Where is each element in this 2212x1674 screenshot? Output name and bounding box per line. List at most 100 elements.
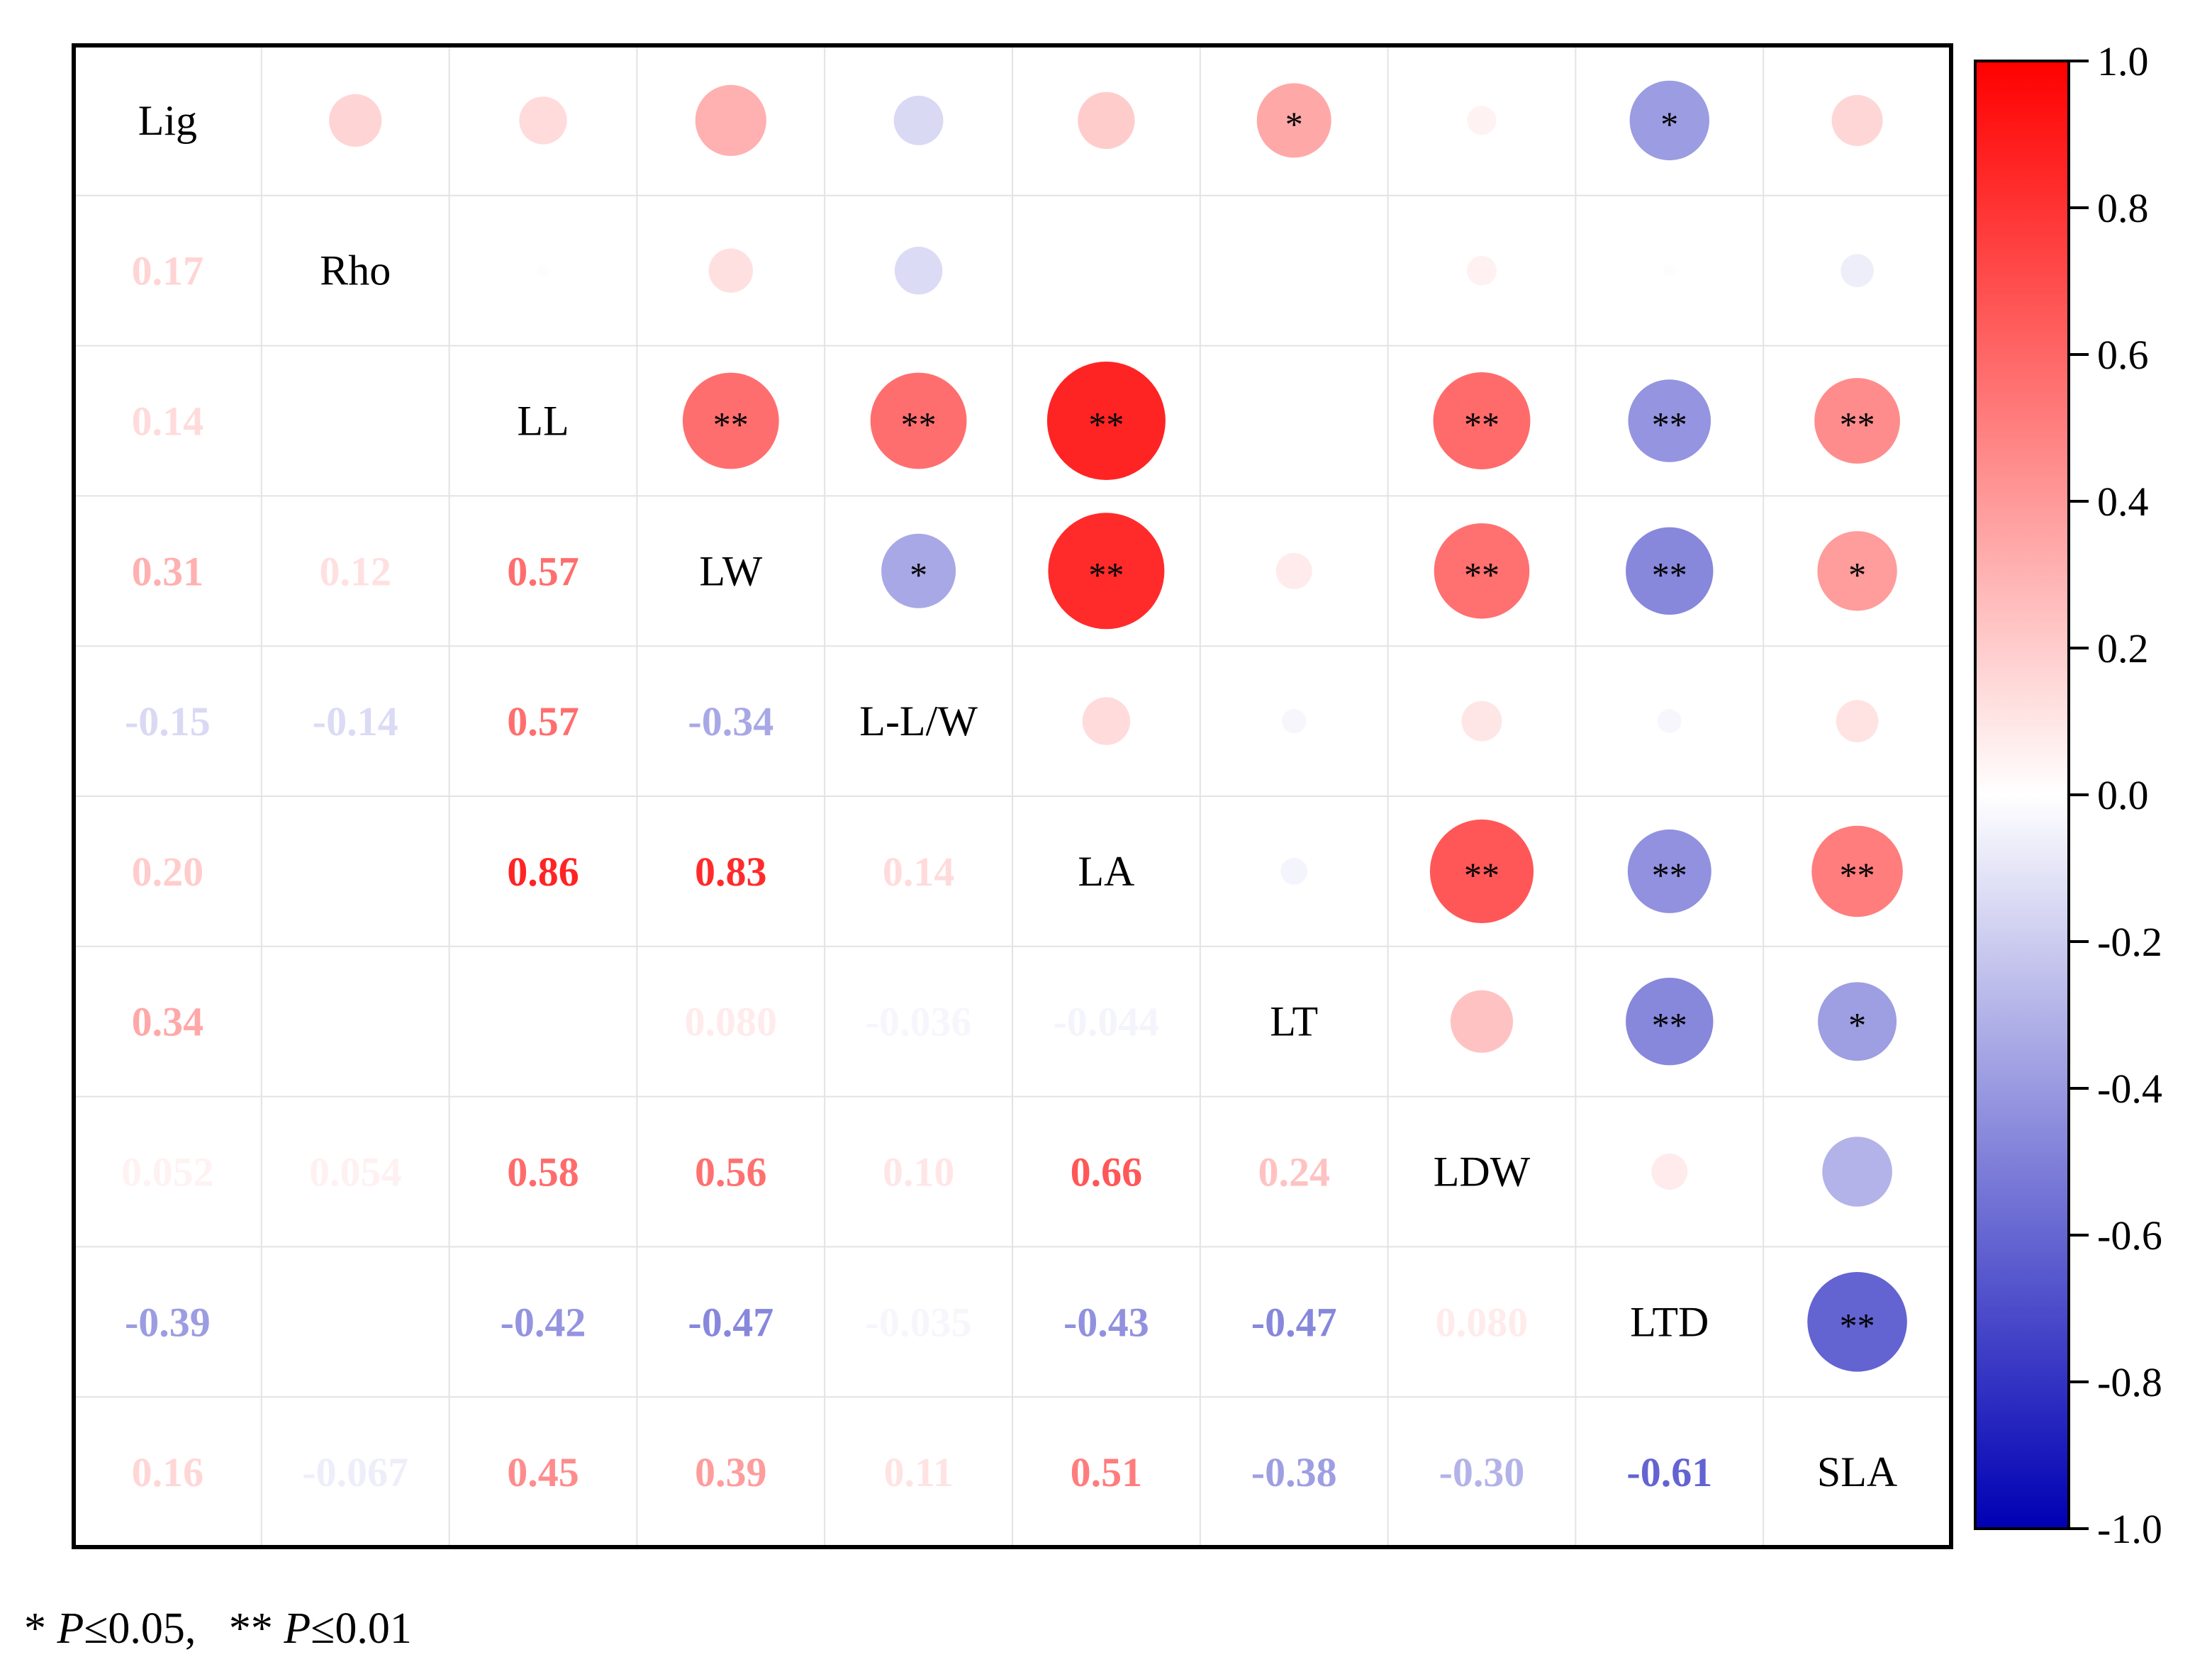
- colorbar: 1.0 0.8 0.6 0.4 0.2 0.0 -0.2 -0.4 -0.6 -0.8 -1.0: [1974, 38, 2162, 1552]
- significance-mark: **: [1840, 855, 1875, 895]
- correlation-circle: [1822, 1137, 1892, 1207]
- correlation-circle: [1429, 819, 1534, 923]
- significance-mark: **: [1464, 405, 1499, 445]
- correlation-circle: [1807, 1272, 1907, 1372]
- significance-mark: **: [1652, 855, 1687, 895]
- correlation-circle: [1626, 527, 1714, 615]
- significance-mark: **: [1652, 554, 1687, 594]
- correlation-value: -0.035: [866, 1299, 972, 1345]
- correlation-circle: [1046, 362, 1166, 480]
- correlation-value: 0.12: [319, 548, 391, 594]
- variable-label-lt: LT: [1270, 998, 1318, 1045]
- colorbar-tick-label: -0.8: [2097, 1359, 2162, 1405]
- colorbar-tick-label: 0.8: [2097, 185, 2149, 231]
- correlation-circle: [1626, 978, 1714, 1066]
- correlation-circle: [708, 248, 753, 293]
- variable-label-lig: Lig: [138, 97, 197, 144]
- correlation-value: -0.61: [1626, 1449, 1712, 1495]
- correlation-value: -0.42: [501, 1299, 586, 1345]
- correlation-value: 0.31: [132, 548, 204, 594]
- colorbar-tick-label: 0.4: [2097, 479, 2149, 525]
- colorbar-gradient: [1974, 60, 2070, 1530]
- correlation-circle: [1831, 94, 1883, 146]
- correlation-circle: [519, 96, 567, 145]
- correlation-value: -0.044: [1053, 999, 1159, 1045]
- correlation-value: 0.57: [507, 698, 579, 744]
- correlation-circle: [1082, 697, 1131, 745]
- correlation-circle: [1818, 982, 1897, 1061]
- correlation-circle: [1467, 106, 1497, 135]
- correlation-value: -0.14: [313, 698, 398, 744]
- correlation-value: -0.47: [688, 1299, 773, 1345]
- colorbar-tick-label: -0.2: [2097, 919, 2162, 965]
- correlation-circle: [695, 84, 766, 156]
- correlation-circle: [329, 94, 382, 147]
- correlation-value: 0.20: [132, 849, 204, 895]
- correlation-value: 0.14: [132, 398, 204, 445]
- variable-label-ltd: LTD: [1630, 1298, 1709, 1345]
- correlation-circle: [881, 533, 956, 608]
- correlation-value: -0.15: [125, 698, 211, 744]
- footnote-p-symbol-1: P: [57, 1605, 84, 1653]
- matrix-frame: [72, 43, 1953, 1549]
- correlation-circle: [1628, 379, 1711, 462]
- correlation-circle: [1282, 709, 1307, 734]
- variable-label-ll: LL: [517, 398, 569, 445]
- footnote-p-symbol-2: P: [284, 1605, 311, 1653]
- significance-footnote: * P≤0.05, ** P≤0.01: [24, 1604, 412, 1654]
- footnote-rel-2: ≤: [311, 1605, 335, 1653]
- correlation-circle: [1627, 829, 1711, 913]
- correlation-circle: [1629, 80, 1709, 161]
- colorbar-tick-label: 0.6: [2097, 332, 2149, 378]
- colorbar-tick-label: -1.0: [2097, 1506, 2162, 1552]
- correlation-circle: [1836, 700, 1879, 742]
- matrix-grid: [74, 45, 1951, 1547]
- variable-label-sla: SLA: [1817, 1449, 1897, 1495]
- significance-mark: *: [1848, 554, 1866, 594]
- correlation-value: -0.38: [1251, 1449, 1337, 1495]
- correlation-value: 0.58: [507, 1149, 579, 1195]
- colorbar-tick-label: 0.2: [2097, 625, 2149, 671]
- correlation-value: 0.45: [507, 1449, 579, 1495]
- significance-mark: *: [1848, 1005, 1866, 1045]
- correlation-value: -0.47: [1251, 1299, 1337, 1345]
- correlation-circle: [1450, 990, 1514, 1053]
- correlation-value: -0.39: [125, 1299, 211, 1345]
- correlation-circle: [1840, 254, 1874, 288]
- correlation-circle: [1048, 513, 1165, 630]
- correlation-value: -0.067: [302, 1449, 408, 1495]
- footnote-value-2: 0.01: [335, 1605, 412, 1653]
- variable-label-la: LA: [1078, 848, 1134, 895]
- significance-mark: *: [1285, 104, 1303, 144]
- correlation-circle: [682, 372, 779, 469]
- correlation-circle: [1467, 255, 1497, 286]
- correlation-circle: [1663, 264, 1676, 277]
- correlation-value: -0.43: [1063, 1299, 1149, 1345]
- significance-mark: *: [910, 554, 927, 594]
- correlation-value: 0.57: [507, 548, 579, 594]
- variable-label-rho: Rho: [320, 247, 391, 294]
- correlation-value: 0.39: [695, 1449, 767, 1495]
- significance-mark: **: [1652, 405, 1687, 445]
- correlation-value: -0.036: [866, 999, 972, 1045]
- significance-mark: **: [901, 405, 937, 445]
- correlation-value: 0.14: [883, 849, 955, 895]
- colorbar-tick-label: 1.0: [2097, 38, 2149, 84]
- significance-mark: **: [1464, 554, 1499, 594]
- significance-mark: **: [1840, 405, 1875, 445]
- significance-mark: **: [1840, 1305, 1875, 1345]
- significance-mark: **: [1652, 1005, 1687, 1045]
- correlation-value: 0.054: [309, 1149, 402, 1195]
- correlation-value: 0.56: [695, 1149, 767, 1195]
- correlation-value: 0.34: [132, 999, 204, 1045]
- significance-mark: *: [1660, 104, 1678, 144]
- footnote-mark-1: *: [24, 1605, 46, 1653]
- significance-mark: **: [1088, 554, 1124, 594]
- variable-label-l-l-w: L-L/W: [859, 698, 978, 744]
- correlation-value: 0.51: [1071, 1449, 1143, 1495]
- footnote-mark-2: **: [228, 1605, 273, 1653]
- correlation-circle: [893, 96, 944, 145]
- significance-mark: **: [1464, 855, 1499, 895]
